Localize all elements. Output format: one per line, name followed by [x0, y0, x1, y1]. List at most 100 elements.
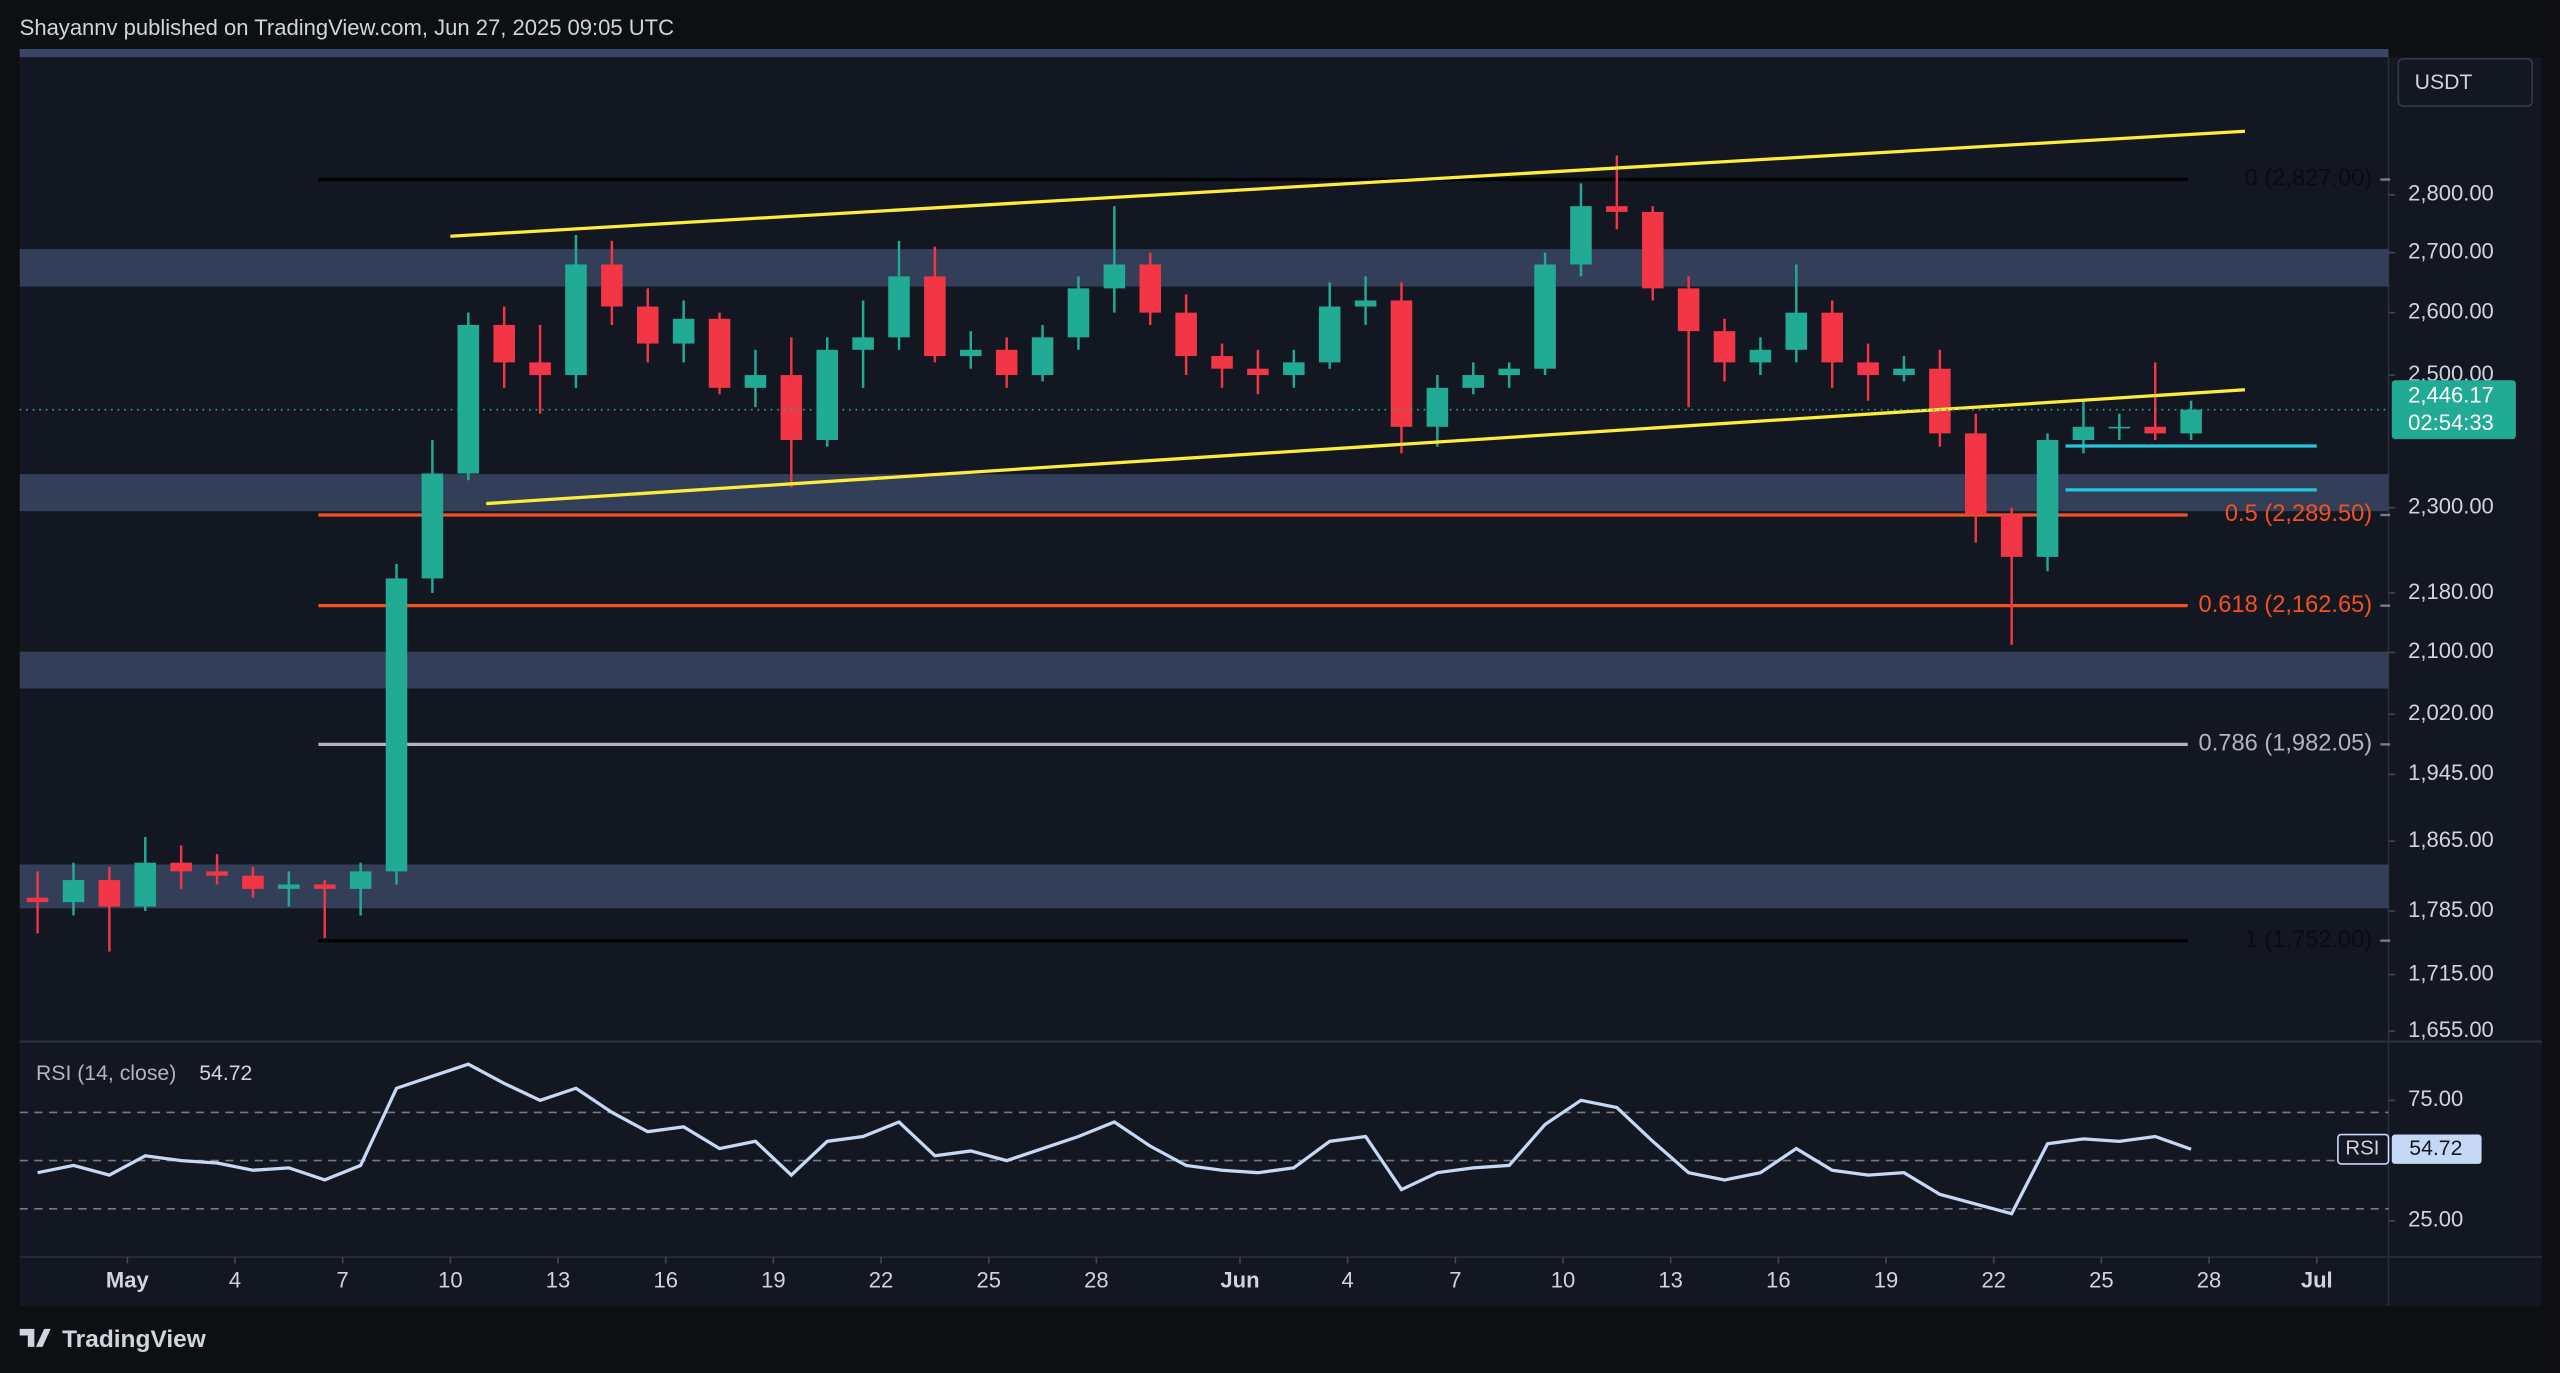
- candle-body: [2108, 426, 2131, 429]
- x-tick-label: 16: [653, 1267, 678, 1292]
- x-tick-label: May: [106, 1267, 150, 1292]
- y-tick-label: 1,655.00: [2408, 1017, 2494, 1042]
- candle-body: [1283, 362, 1305, 376]
- candle-body: [62, 880, 85, 903]
- candle-body: [1893, 368, 1915, 376]
- candle-body: [457, 324, 480, 474]
- y-tick-label: 2,100.00: [2408, 638, 2494, 663]
- candle-body: [1641, 211, 1664, 289]
- fib-level-label: 0.5 (2,289.50): [2225, 501, 2372, 527]
- candle-body: [385, 578, 408, 872]
- candle-body: [1139, 264, 1162, 313]
- candle-body: [1247, 368, 1269, 376]
- rsi-pane: [19, 1062, 2389, 1216]
- candle-body: [1534, 264, 1556, 369]
- x-tick-label: 13: [546, 1267, 571, 1292]
- candle-body: [1713, 331, 1736, 363]
- y-tick-label: 2,800.00: [2408, 181, 2494, 206]
- candle-body: [1354, 300, 1377, 307]
- currency: USDT: [2415, 71, 2473, 94]
- last-price-tag: [2391, 380, 2516, 440]
- candle-body: [1211, 356, 1233, 369]
- footer-logo: [19, 1328, 51, 1347]
- candle-body: [170, 862, 192, 872]
- candle-body: [134, 862, 157, 907]
- axes: 1,655.00 1,715.00 1,785.00 1,865.00 1,945.00…: [36, 181, 2516, 1292]
- fib-level-label: 1 (1,752.00): [2245, 927, 2373, 953]
- x-tick-label: 25: [976, 1267, 1000, 1292]
- candle-body: [1426, 387, 1449, 427]
- support-resistance-zone: [19, 249, 2389, 287]
- x-tick-label: 22: [1981, 1267, 2006, 1292]
- candle-body: [2036, 439, 2059, 557]
- price-overlay: 0 (2,827.00) 0.5 (2,289.50) 0.618 (2,162.6…: [19, 166, 2391, 953]
- x-tick-label: 13: [1658, 1267, 1682, 1292]
- candle-body: [421, 473, 444, 579]
- candle-body: [1390, 300, 1413, 427]
- candle-body: [888, 276, 910, 338]
- candle-body: [1318, 306, 1341, 363]
- rsi-y-tick-label: 75.00: [2408, 1086, 2463, 1111]
- candle-body: [960, 349, 982, 357]
- candle-body: [1570, 206, 1592, 265]
- rsi-tag-value: 54.72: [2409, 1137, 2462, 1160]
- candle-body: [493, 324, 515, 363]
- rsi-title: RSI (14, close): [36, 1062, 176, 1085]
- candle-body: [672, 318, 695, 344]
- candle-body: [349, 871, 372, 889]
- y-tick-label: 1,785.00: [2408, 897, 2494, 922]
- candle-body: [2180, 409, 2202, 434]
- candle-body: [1929, 368, 1951, 434]
- candle-body: [708, 318, 731, 388]
- rsi-tag-name-box: [2337, 1133, 2390, 1165]
- brand: TradingView: [62, 1326, 207, 1353]
- x-tick-label: 19: [761, 1267, 786, 1292]
- candle-body: [1749, 349, 1772, 363]
- candle-body: [924, 276, 946, 357]
- candle-body: [1785, 312, 1808, 350]
- y-tick-label: 2,600.00: [2408, 298, 2494, 323]
- candle-body: [995, 349, 1018, 376]
- y-tick-label: 2,180.00: [2408, 579, 2494, 604]
- countdown: 02:54:33: [2408, 410, 2494, 435]
- candle-body: [744, 375, 767, 388]
- fib-level-label: 0 (2,827.00): [2245, 166, 2373, 192]
- candle-body: [313, 884, 336, 889]
- support-resistance-zone: [19, 864, 2389, 909]
- support-resistance-zone: [19, 474, 2389, 512]
- rsi-y-tick-label: 25.00: [2408, 1207, 2463, 1232]
- y-tick-label: 1,865.00: [2408, 827, 2494, 852]
- candle-body: [1677, 288, 1700, 332]
- candle-body: [529, 362, 551, 376]
- price-pane: [19, 129, 2389, 952]
- fib-level-label: 0.618 (2,162.65): [2199, 592, 2373, 618]
- candle-body: [1031, 337, 1054, 376]
- y-tick-label: 1,715.00: [2408, 960, 2494, 985]
- candle-body: [565, 264, 587, 376]
- candle-body: [636, 306, 659, 344]
- x-tick-label: 16: [1766, 1267, 1791, 1292]
- rsi-line: [37, 1062, 2192, 1216]
- candle-body: [242, 875, 264, 889]
- candle-body: [780, 375, 803, 440]
- y-tick-label: 2,700.00: [2408, 238, 2494, 263]
- x-tick-label: 10: [438, 1267, 463, 1292]
- candle-body: [2000, 514, 2023, 557]
- last-price-label: 2,446.17: [2408, 382, 2494, 407]
- top-band: [19, 48, 2389, 58]
- candle-body: [1964, 433, 1987, 515]
- candle-body: [1067, 288, 1090, 338]
- candle-body: [2072, 426, 2095, 440]
- support-resistance-zone: [19, 651, 2389, 689]
- candle-body: [816, 349, 838, 440]
- rsi-tag-name: RSI: [2345, 1138, 2379, 1160]
- x-tick-label: 10: [1551, 1267, 1575, 1292]
- candle-body: [206, 871, 228, 876]
- x-tick-label: 19: [1874, 1267, 1899, 1292]
- x-tick-label: 7: [337, 1267, 349, 1292]
- candle-body: [1606, 206, 1628, 212]
- currency-box[interactable]: [2397, 57, 2534, 107]
- candle-body: [1857, 362, 1879, 376]
- x-tick-label: 22: [869, 1267, 893, 1292]
- candle-body: [26, 897, 49, 903]
